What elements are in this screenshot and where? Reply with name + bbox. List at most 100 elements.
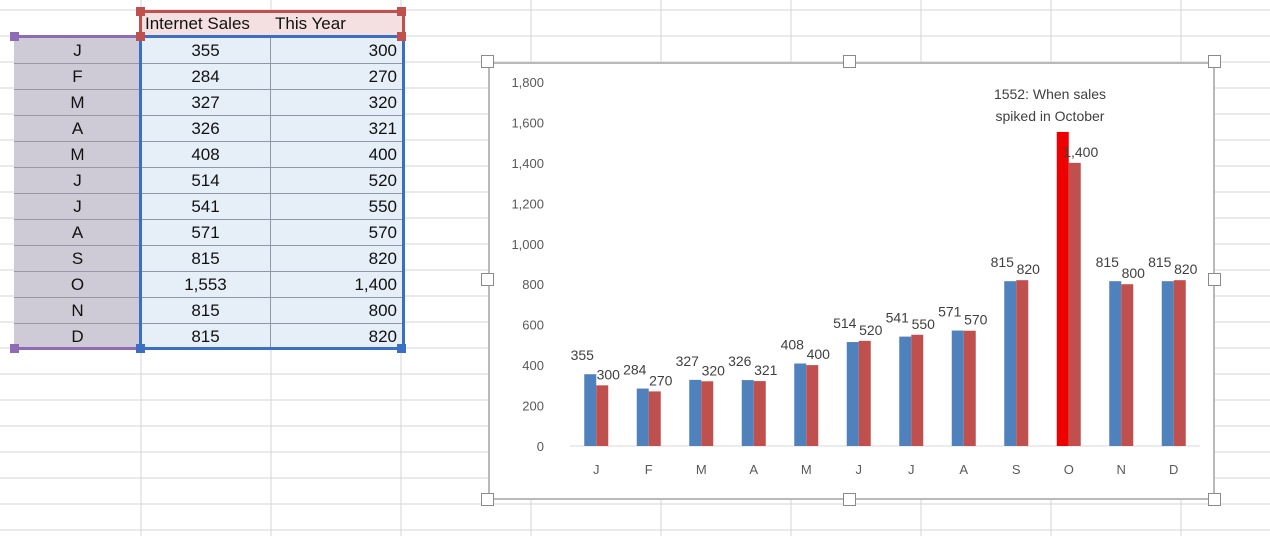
bar-this-year[interactable] [858,340,871,446]
bar-data-label: 270 [649,372,673,388]
bar-internet-sales[interactable] [899,336,912,446]
row-label-cell[interactable]: D [14,324,141,350]
row-label-cell[interactable]: S [14,246,141,272]
header-internet-sales[interactable]: Internet Sales [141,12,271,36]
row-label-cell[interactable]: M [14,90,141,116]
this-year-cell[interactable]: 570 [271,220,403,246]
bar-this-year[interactable] [963,330,976,446]
this-year-cell[interactable]: 400 [271,142,403,168]
this-year-cell[interactable]: 520 [271,168,403,194]
bar-internet-sales[interactable] [794,363,807,446]
y-tick-label: 1,800 [511,75,544,90]
bar-this-year[interactable] [596,385,609,446]
x-tick-label: J [593,462,600,477]
row-label-cell[interactable]: M [14,142,141,168]
internet-sales-cell[interactable]: 326 [141,116,271,142]
this-year-cell[interactable]: 820 [271,324,403,350]
chart-resize-handle-middle-right[interactable] [1208,273,1221,286]
this-year-cell[interactable]: 820 [271,246,403,272]
y-tick-label: 1,400 [511,156,544,171]
internet-sales-cell[interactable]: 514 [141,168,271,194]
internet-sales-cell[interactable]: 541 [141,194,271,220]
bar-internet-sales[interactable] [951,330,964,446]
bar-data-label: 800 [1122,265,1146,281]
bar-this-year[interactable] [1121,284,1134,446]
internet-sales-cell[interactable]: 815 [141,246,271,272]
row-label-cell[interactable]: F [14,64,141,90]
this-year-cell[interactable]: 550 [271,194,403,220]
row-label-cell[interactable]: N [14,298,141,324]
chart-resize-handle-top-center[interactable] [843,55,856,68]
y-tick-label: 400 [522,358,544,373]
row-label-cell[interactable]: J [14,38,141,64]
chart-resize-handle-bottom-center[interactable] [843,493,856,506]
range-handle-purple-left-bottom[interactable] [10,344,19,353]
this-year-cell[interactable]: 321 [271,116,403,142]
chart-resize-handle-top-left[interactable] [481,55,494,68]
y-tick-label: 200 [522,399,544,414]
y-tick-label: 800 [522,277,544,292]
x-tick-label: F [645,462,653,477]
y-tick-label: 1,000 [511,237,544,252]
bar-this-year[interactable] [1173,280,1186,446]
this-year-cell[interactable]: 800 [271,298,403,324]
bar-internet-sales[interactable] [584,374,597,446]
bar-this-year[interactable] [911,334,924,446]
bar-data-label: 400 [807,346,831,362]
bar-this-year[interactable] [1016,280,1029,446]
bar-data-label: 815 [991,254,1015,270]
range-handle-red-top-left[interactable] [136,7,145,16]
range-handle-blue-bottom-right[interactable] [397,344,406,353]
bar-internet-sales[interactable] [846,342,859,446]
internet-sales-cell[interactable]: 1,553 [141,272,271,298]
bar-internet-sales[interactable] [1109,281,1122,446]
bar-internet-sales[interactable] [636,388,649,446]
bar-this-year[interactable] [753,381,766,446]
bar-internet-sales[interactable] [1056,131,1069,446]
row-label-cell[interactable]: J [14,194,141,220]
bar-data-label: 321 [754,362,778,378]
bar-data-label: 326 [728,353,752,369]
range-handle-red-top-right[interactable] [397,7,406,16]
bar-data-label: 408 [781,336,805,352]
internet-sales-cell[interactable]: 284 [141,64,271,90]
y-tick-label: 0 [537,439,544,454]
header-this-year[interactable]: This Year [271,12,403,36]
internet-sales-cell[interactable]: 815 [141,298,271,324]
x-tick-label: J [856,462,863,477]
row-label-cell[interactable]: A [14,116,141,142]
range-handle-red-bottom-left[interactable] [136,32,145,41]
chart-resize-handle-middle-left[interactable] [481,273,494,286]
row-label-cell[interactable]: A [14,220,141,246]
internet-sales-cell[interactable]: 327 [141,90,271,116]
x-tick-label: J [908,462,915,477]
bar-this-year[interactable] [806,365,819,446]
row-label-cell[interactable]: J [14,168,141,194]
bar-this-year[interactable] [701,381,714,446]
bar-internet-sales[interactable] [689,379,702,446]
row-label-cell[interactable]: O [14,272,141,298]
this-year-cell[interactable]: 270 [271,64,403,90]
bar-internet-sales[interactable] [741,380,754,446]
internet-sales-cell[interactable]: 355 [141,38,271,64]
range-handle-blue-bottom-left[interactable] [136,344,145,353]
this-year-cell[interactable]: 1,400 [271,272,403,298]
chart-plot: 0 200 400 600 800 1,000 1,200 1,400 1,600 1,800 J 3… [511,75,1200,477]
this-year-cell[interactable]: 300 [271,38,403,64]
internet-sales-cell[interactable]: 408 [141,142,271,168]
this-year-cell[interactable]: 320 [271,90,403,116]
internet-sales-cell[interactable]: 571 [141,220,271,246]
bar-data-label: 571 [938,304,962,320]
bar-internet-sales[interactable] [1004,281,1017,446]
column-chart[interactable]: 0 200 400 600 800 1,000 1,200 1,400 1,600 1,800 J 3… [488,62,1215,500]
chart-resize-handle-bottom-left[interactable] [481,493,494,506]
range-handle-red-bottom-right[interactable] [397,32,406,41]
range-handle-purple-left-top[interactable] [10,32,19,41]
bar-data-label: 820 [1174,261,1198,277]
bar-this-year[interactable] [648,391,661,446]
chart-resize-handle-bottom-right[interactable] [1208,493,1221,506]
bar-internet-sales[interactable] [1161,281,1174,446]
internet-sales-cell[interactable]: 815 [141,324,271,350]
bar-this-year[interactable] [1068,162,1081,446]
chart-resize-handle-top-right[interactable] [1208,55,1221,68]
